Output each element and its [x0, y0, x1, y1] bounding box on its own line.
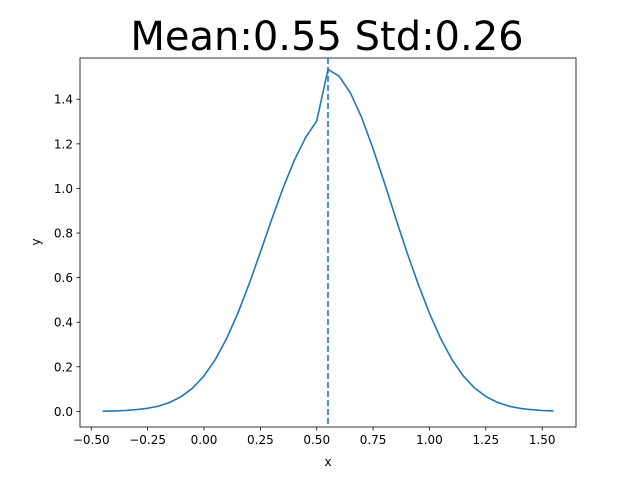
x-tick-label: 1.50 [529, 433, 556, 447]
x-tick-label: 0.50 [303, 433, 330, 447]
x-tick-label: 0.75 [360, 433, 387, 447]
y-tick-label: 1.4 [54, 93, 73, 107]
y-tick-label: 0.6 [54, 271, 73, 285]
x-tick-label: 1.00 [416, 433, 443, 447]
y-axis-label: y [29, 238, 43, 245]
y-tick-label: 0.4 [54, 316, 73, 330]
y-tick-label: 0.0 [54, 405, 73, 419]
x-tick-label: 0.25 [247, 433, 274, 447]
x-tick-label: 0.00 [191, 433, 218, 447]
y-tick-label: 1.0 [54, 182, 73, 196]
x-tick-label: −0.25 [129, 433, 166, 447]
x-axis-label: x [324, 455, 331, 469]
y-tick-label: 0.8 [54, 227, 73, 241]
chart-title: Mean:0.55 Std:0.26 [130, 14, 523, 60]
x-tick-label: 1.25 [472, 433, 499, 447]
y-tick-label: 0.2 [54, 360, 73, 374]
plot-area: −0.50 −0.25 0.00 0.25 0.50 0.75 1.00 1.25 1.50 0.… [54, 57, 577, 447]
y-tick-label: 1.2 [54, 137, 73, 151]
x-tick-label: −0.50 [73, 433, 110, 447]
